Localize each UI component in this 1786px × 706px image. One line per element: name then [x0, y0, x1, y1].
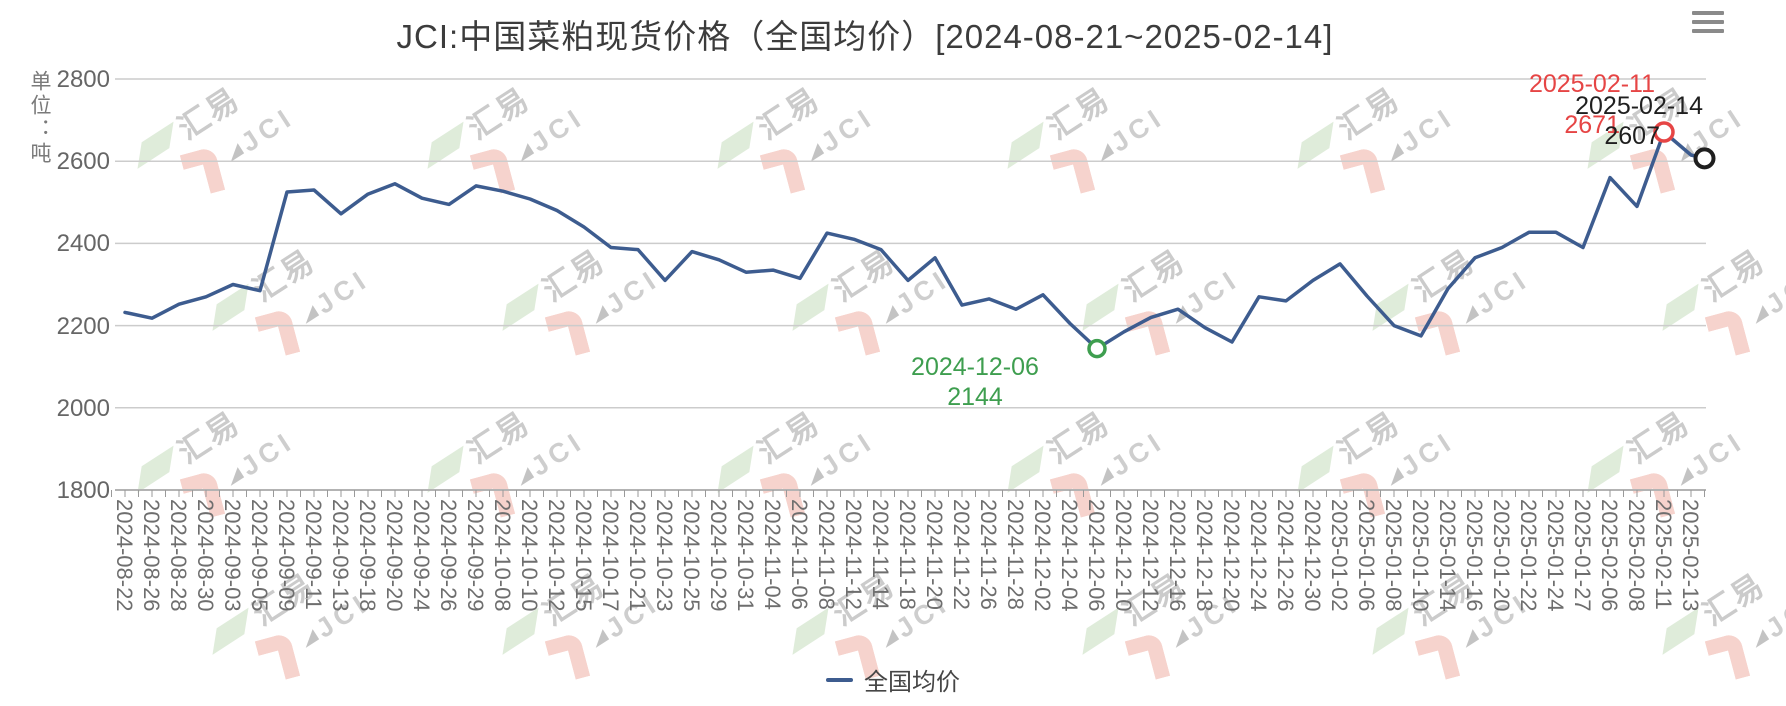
hamburger-menu-icon[interactable]: [1692, 11, 1724, 35]
hamburger-bar: [1692, 11, 1724, 15]
legend-item-national-average[interactable]: 全国均价: [0, 662, 1786, 697]
series-line-national-average: [123, 130, 1707, 351]
marker-min: [1087, 338, 1107, 359]
hamburger-bar: [1692, 20, 1724, 24]
marker-max: [1653, 121, 1675, 143]
marker-last: [1693, 147, 1716, 170]
legend-line-swatch: [826, 677, 853, 682]
hamburger-bar: [1692, 29, 1724, 33]
legend-label: 全国均价: [864, 669, 960, 696]
